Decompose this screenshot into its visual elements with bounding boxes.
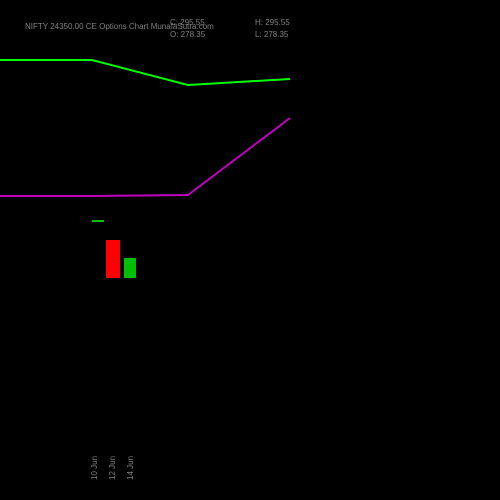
x-axis-label: 12 Jun bbox=[108, 456, 117, 480]
green-candle bbox=[124, 258, 136, 278]
ohlc-low: L: 278.35 bbox=[255, 30, 288, 39]
chart-container: NIFTY 24350.00 CE Options Chart MunafaSu… bbox=[0, 0, 500, 500]
green-line bbox=[0, 60, 290, 85]
green-dash-1 bbox=[92, 220, 104, 222]
ohlc-close: C: 295.55 bbox=[170, 18, 205, 27]
red-candle bbox=[106, 240, 120, 278]
magenta-line bbox=[0, 118, 290, 196]
x-axis-label: 10 Jun bbox=[90, 456, 99, 480]
ohlc-high: H: 295.55 bbox=[255, 18, 290, 27]
ohlc-open: O: 278.35 bbox=[170, 30, 205, 39]
x-axis-label: 14 Jun bbox=[126, 456, 135, 480]
chart-svg bbox=[0, 0, 500, 500]
